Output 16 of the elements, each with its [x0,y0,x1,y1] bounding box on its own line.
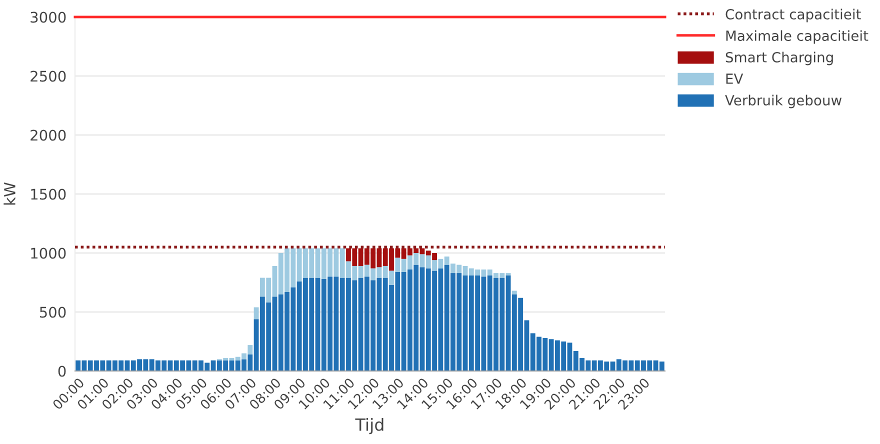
legend-label: Contract capacitieit [726,8,861,22]
y-tick-label: 1500 [31,188,66,200]
bar [254,307,259,320]
legend-label: Smart Charging [726,52,833,66]
x-axis-title: Tijd [355,418,384,434]
legend-label: Maximale capacitieit [726,30,868,44]
legend-label: EV [726,74,744,84]
legend-label: Verbruik gebouw [725,94,842,108]
y-axis-title: kW [4,182,16,205]
y-tick-label: 3000 [30,12,66,23]
y-tick-label: 2000 [30,130,66,141]
y-tick-label: 0 [58,366,66,377]
y-tick-label: 500 [40,306,66,318]
bar [512,290,517,294]
y-tick-label: 1000 [31,248,66,259]
y-tick-label: 2500 [30,70,66,82]
